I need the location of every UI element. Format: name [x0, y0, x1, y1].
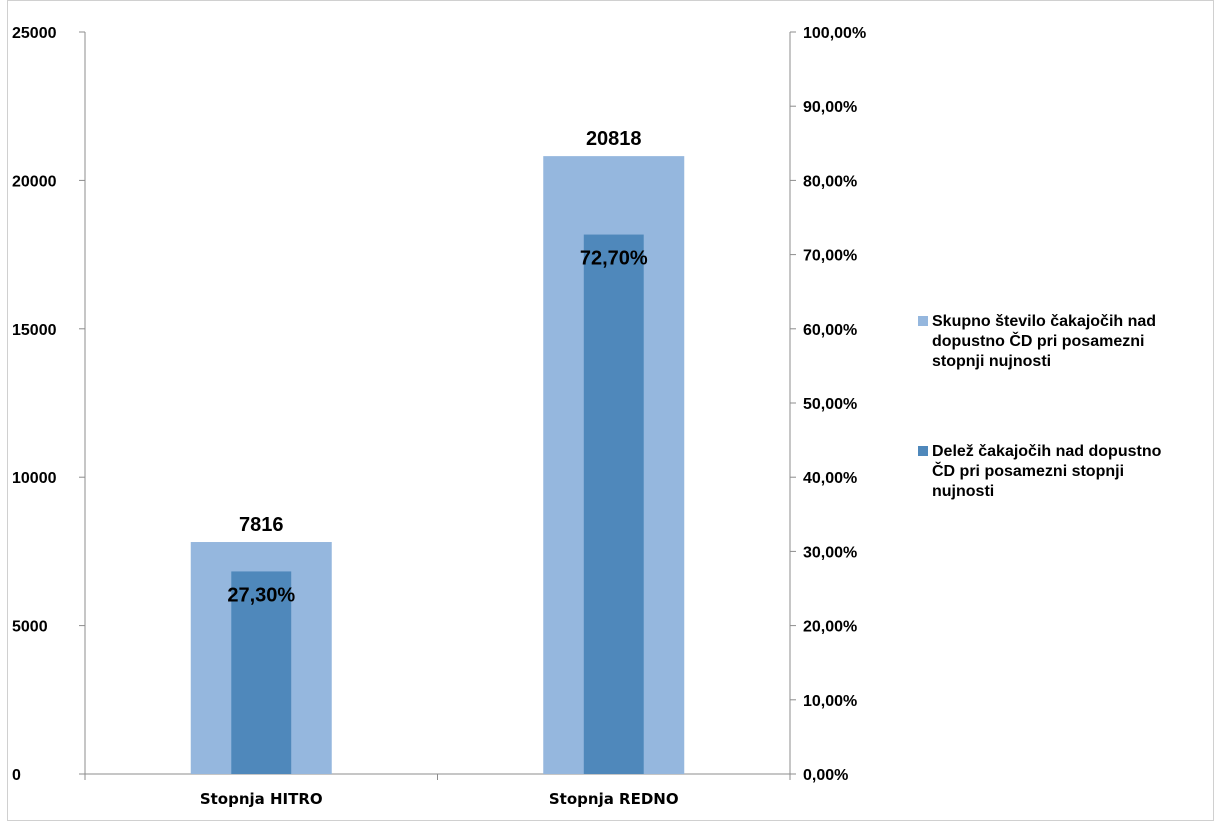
left-axis-tick-label: 15000 [12, 322, 57, 339]
data-labels: 7816 27,30% 20818 72,70% [227, 128, 648, 606]
right-axis-tick-label: 0,00% [803, 767, 848, 784]
legend-entry-text: stopnji nujnosti [932, 353, 1051, 370]
data-label-share: 72,70% [580, 248, 648, 270]
legend-swatch [918, 316, 928, 326]
right-axis-tick-label: 20,00% [803, 619, 857, 636]
legend-entry-text: Skupno število čakajočih nad [932, 313, 1156, 330]
bar-share-percent [583, 234, 644, 775]
left-axis-tick-label: 10000 [12, 470, 57, 487]
x-axis-category-label: Stopnja REDNO [549, 790, 679, 808]
bars [190, 156, 685, 775]
x-axis: Stopnja HITRO Stopnja REDNO [84, 773, 791, 808]
right-axis-tick-label: 50,00% [803, 396, 857, 413]
right-axis-tick-label: 30,00% [803, 544, 857, 561]
left-axis-tick-label: 25000 [12, 25, 57, 42]
bar-share-percent [231, 571, 292, 774]
legend-entry-text: ČD pri posamezni stopnji [932, 461, 1124, 480]
left-axis-tick-label: 5000 [12, 619, 48, 636]
right-axis-tick-label: 90,00% [803, 99, 857, 116]
right-axis-tick-label: 60,00% [803, 322, 857, 339]
data-label-total: 7816 [239, 514, 284, 536]
right-axis-tick-label: 100,00% [803, 25, 866, 42]
right-axis-tick-label: 10,00% [803, 693, 857, 710]
legend-entry-text: Delež čakajočih nad dopustno [932, 443, 1162, 460]
data-label-share: 27,30% [227, 584, 295, 606]
right-y-axis: 0,00% 10,00% 20,00% 30,00% 40,00% 50,00% 60,00… [789, 25, 866, 784]
legend-entry-text: nujnosti [932, 483, 994, 500]
right-axis-tick-label: 40,00% [803, 470, 857, 487]
left-axis-tick-label: 20000 [12, 173, 57, 190]
right-axis-tick-label: 80,00% [803, 173, 857, 190]
legend-entry-text: dopustno ČD pri posamezni [932, 331, 1144, 350]
data-label-total: 20818 [586, 128, 642, 150]
legend-swatch [918, 446, 928, 456]
x-axis-category-label: Stopnja HITRO [200, 790, 323, 808]
left-y-axis: 0 5000 10000 15000 20000 25000 [12, 25, 86, 784]
right-axis-tick-label: 70,00% [803, 248, 857, 265]
left-axis-tick-label: 0 [12, 767, 21, 784]
